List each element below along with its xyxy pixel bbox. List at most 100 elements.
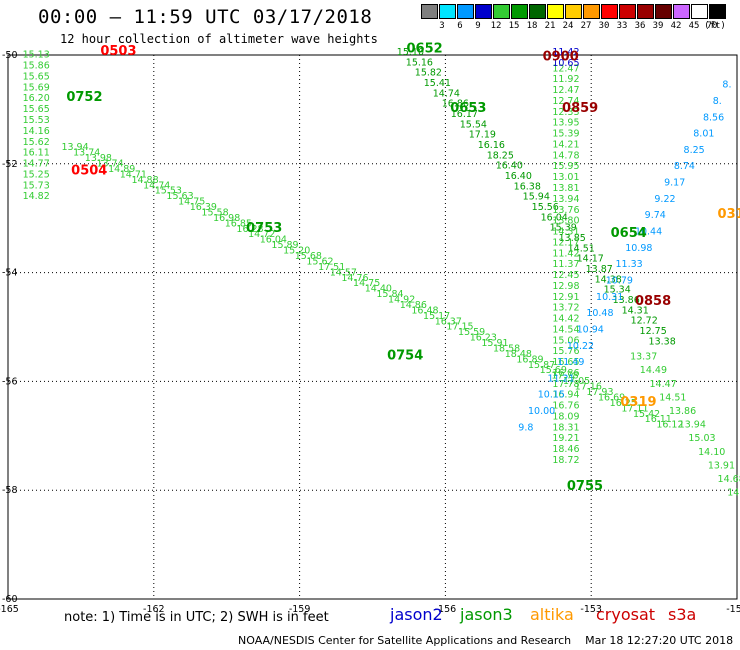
swh-value: 16.89	[516, 354, 543, 365]
swh-value: 12.17	[552, 237, 579, 248]
swh-value: 18.46	[552, 444, 579, 455]
swh-value: 15.13	[23, 50, 50, 61]
swh-value: 15.91	[481, 338, 508, 349]
swh-value: 13.76	[552, 205, 579, 216]
swh-value: 15.87	[528, 360, 555, 371]
lat-tick-label: -52	[2, 159, 18, 170]
swh-value: 10.48	[586, 308, 613, 319]
swh-value: 12.98	[552, 281, 579, 292]
swh-value: 11.37	[552, 259, 579, 270]
scale-label: 45	[688, 21, 700, 31]
swh-value: 14.49	[640, 365, 667, 376]
swh-value: 14.82	[23, 191, 50, 202]
lat-tick-label: -54	[2, 268, 18, 279]
swh-value: 15.20	[283, 246, 310, 257]
swh-value: 14.92	[388, 295, 415, 306]
swh-value: 9.17	[664, 178, 685, 189]
pass-time-label: 0504	[71, 164, 107, 179]
swh-value: 12.47	[552, 85, 579, 96]
swh-value: 11.21	[547, 373, 574, 384]
swh-value: 14.89	[108, 164, 135, 175]
lon-tick-label: -162	[143, 604, 165, 615]
swh-value: 15.89	[271, 240, 298, 251]
swh-value: 18.48	[505, 349, 532, 360]
scale-swatch	[493, 4, 510, 19]
note: note: 1) Time is in UTC; 2) SWH is in fe…	[64, 610, 329, 625]
swh-value: 15.65	[23, 71, 50, 82]
swh-value: 16.04	[541, 212, 568, 223]
pass-time-label: 0753	[246, 221, 282, 236]
legend-altika: altika	[530, 605, 574, 624]
swh-value: 14.38	[595, 274, 622, 285]
swh-value: 18.72	[552, 455, 579, 466]
swh-value: 17.78	[551, 371, 578, 382]
scale-label: 42	[670, 21, 682, 31]
swh-value: 9.8	[518, 422, 533, 433]
swh-value: 17.16	[575, 382, 602, 393]
swh-value: 18.09	[552, 411, 579, 422]
lon-tick-label: -156	[435, 604, 457, 615]
swh-value: 15.56	[532, 202, 559, 213]
scale-swatch	[529, 4, 546, 19]
swh-value: 13.37	[630, 352, 657, 363]
swh-value: 16.11	[23, 148, 50, 159]
pass-time-label: 0752	[66, 90, 102, 105]
swh-value: 12.47	[552, 63, 579, 74]
swh-value: 10.98	[625, 243, 652, 254]
swh-value: 13.87	[586, 264, 613, 275]
swh-value: 16.85	[225, 218, 252, 229]
swh-value: 17.78	[552, 379, 579, 390]
swh-value: 8.	[713, 96, 722, 107]
swh-value: 13.81	[552, 183, 579, 194]
swh-value: 11.49	[557, 357, 584, 368]
swh-value: 14.88	[131, 175, 158, 186]
swh-value: 13.86	[669, 406, 696, 417]
pass-time-label: 0652	[407, 41, 443, 56]
scale-swatch	[619, 4, 636, 19]
swh-value: 13.85	[559, 233, 586, 244]
lon-tick-label: -165	[0, 604, 19, 615]
swh-value: 16.17	[451, 109, 478, 120]
scale-label: 24	[562, 21, 574, 31]
pass-time-label: 0319	[620, 395, 656, 410]
scale-swatch	[601, 4, 618, 19]
swh-value: 17.15	[446, 322, 473, 333]
lon-tick-label: -159	[289, 604, 311, 615]
pass-time-label: 0900	[543, 49, 579, 64]
scale-label: 70	[706, 21, 718, 31]
swh-value: 14.16	[23, 126, 50, 137]
swh-value: 16.40	[496, 161, 523, 172]
swh-value: 15.62	[306, 256, 333, 267]
swh-value: 15.86	[23, 61, 50, 72]
lat-tick-label: -60	[2, 594, 18, 605]
scale-swatch	[457, 4, 474, 19]
swh-value: 15.25	[23, 169, 50, 180]
swh-value: 16.04	[260, 235, 287, 246]
scale-swatch	[709, 4, 726, 19]
swh-value: 10.94	[577, 324, 604, 335]
swh-value: 18.31	[552, 422, 579, 433]
swh-value: 15.82	[415, 68, 442, 79]
page-title: 00:00 – 11:59 UTC 03/17/2018	[38, 6, 373, 28]
swh-value: 14.17	[577, 254, 604, 265]
swh-value: 12.91	[552, 292, 579, 303]
pass-time-label: 0754	[387, 349, 423, 364]
swh-value: 13.95	[552, 118, 579, 129]
swh-value: 19.21	[552, 433, 579, 444]
swh-value: 16.25	[610, 398, 637, 409]
pass-time-label: 0858	[635, 294, 671, 309]
scale-swatch	[691, 4, 708, 19]
swh-value: 13.94	[679, 420, 706, 431]
swh-value: 8.56	[703, 112, 724, 123]
pass-time-label: 0755	[567, 479, 603, 494]
legend-cryosat: cryosat	[596, 605, 656, 624]
swh-value: 15.53	[23, 115, 50, 126]
swh-value: 15.53	[155, 186, 182, 197]
scale-swatch	[547, 4, 564, 19]
swh-value: 17.19	[469, 130, 496, 141]
swh-value: 16.48	[411, 305, 438, 316]
scale-label: 39	[652, 21, 664, 31]
pass-time-label: 031	[718, 207, 740, 222]
swh-value: 11.42	[552, 248, 579, 259]
